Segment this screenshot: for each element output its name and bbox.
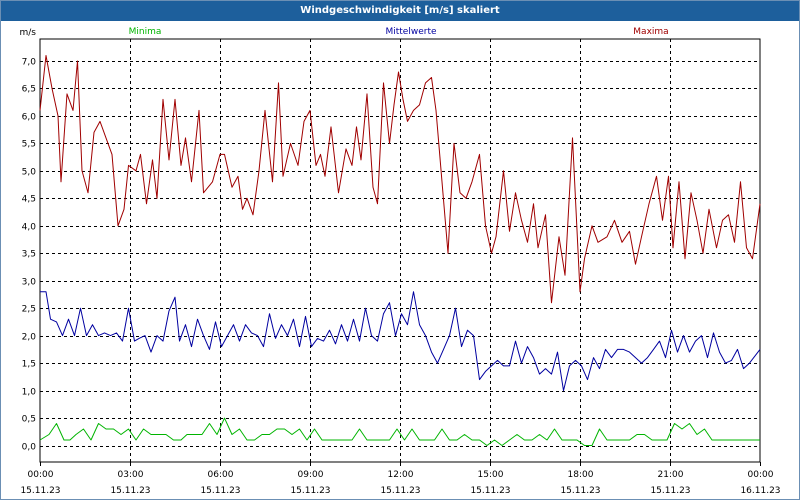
y-tick-label: 5,0 (22, 168, 37, 178)
x-tick-time: 00:00 (28, 470, 54, 480)
y-tick-label: 4,5 (22, 195, 36, 205)
x-tick-date: 15.11.23 (650, 486, 690, 496)
x-tick-date: 16.11.23 (740, 486, 780, 496)
y-tick-label: 1,0 (22, 388, 37, 398)
x-tick-date: 15.11.23 (380, 486, 420, 496)
y-tick-label: 2,5 (22, 305, 36, 315)
axes: 0,0 0,5 1,0 1,5 2,0 2,5 3,0 3,5 4,0 4,5 5,0 5,5 6,0 6… (20, 28, 781, 496)
y-tick-label: 7,0 (22, 58, 37, 68)
chart-title: Windgeschwindigkeit [m/s] skaliert (300, 5, 500, 16)
x-tick-date: 15.11.23 (290, 486, 330, 496)
y-tick-label: 0,5 (22, 415, 36, 425)
x-tick-time: 15:00 (478, 470, 504, 480)
x-tick-time: 00:00 (748, 470, 774, 480)
series-maxima (39, 55, 761, 304)
x-tick-time: 09:00 (298, 470, 324, 480)
grid (39, 38, 761, 463)
y-tick-label: 6,0 (22, 113, 37, 123)
legend-minima: Minima (129, 27, 162, 37)
series-lines (39, 55, 761, 446)
x-tick-time: 18:00 (568, 470, 594, 480)
legend-mittelwerte: Mittelwerte (385, 27, 436, 37)
x-tick-date: 15.11.23 (200, 486, 240, 496)
x-tick-time: 06:00 (208, 470, 234, 480)
x-tick-date: 15.11.23 (110, 486, 150, 496)
chart-title-bar: Windgeschwindigkeit [m/s] skaliert (1, 1, 799, 21)
y-tick-label: 3,0 (22, 278, 37, 288)
y-tick-label: 3,5 (22, 250, 36, 260)
y-axis-unit: m/s (20, 28, 37, 38)
series-mittelwerte (40, 291, 761, 392)
x-tick-date: 15.11.23 (560, 486, 600, 496)
y-tick-label: 4,0 (22, 223, 37, 233)
x-tick-time: 12:00 (388, 470, 414, 480)
legend: Minima Mittelwerte Maxima (129, 27, 669, 37)
y-tick-label: 0,0 (22, 443, 37, 453)
y-tick-label: 1,5 (22, 360, 36, 370)
y-tick-label: 5,5 (22, 140, 36, 150)
legend-maxima: Maxima (633, 27, 668, 37)
y-tick-label: 6,5 (22, 85, 36, 95)
x-tick-date: 15.11.23 (20, 486, 60, 496)
x-tick-time: 03:00 (118, 470, 144, 480)
series-minima (39, 417, 760, 446)
x-tick-time: 21:00 (658, 470, 684, 480)
x-tick-date: 15.11.23 (470, 486, 510, 496)
y-tick-label: 2,0 (22, 333, 37, 343)
